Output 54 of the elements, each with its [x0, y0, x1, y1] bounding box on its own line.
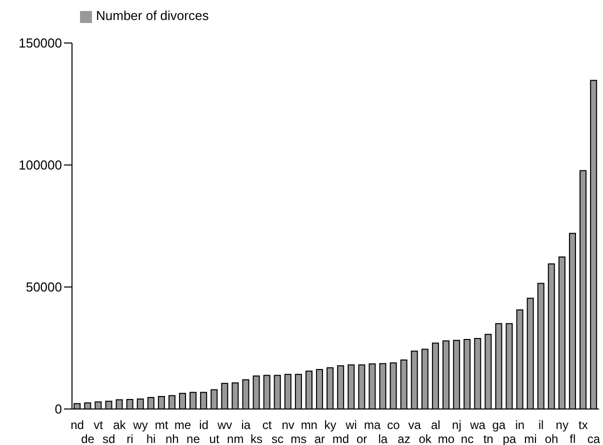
x-tick-label: ny: [556, 418, 568, 432]
x-tick-label: tn: [483, 432, 494, 445]
x-tick-label: wv: [216, 418, 232, 432]
x-tick-label: mi: [524, 432, 537, 445]
x-tick-label: ga: [492, 418, 506, 432]
x-tick-label: in: [515, 418, 525, 432]
x-tick-label: co: [387, 418, 400, 432]
x-tick-label: nm: [227, 432, 244, 445]
x-tick-label: id: [199, 418, 208, 432]
x-tick-label: wi: [344, 418, 357, 432]
x-tick-label: ma: [364, 418, 382, 432]
x-tick-label: ky: [324, 418, 336, 432]
x-tick-label: ak: [113, 418, 127, 432]
x-tick-label: vt: [94, 418, 104, 432]
y-tick-label: 150000: [18, 36, 62, 51]
x-tick-label: ne: [186, 432, 200, 445]
x-tick-label: nj: [452, 418, 462, 432]
x-tick-label: ks: [250, 432, 262, 445]
x-tick-label: oh: [544, 432, 558, 445]
x-tick-label: wa: [469, 418, 486, 432]
x-tick-label: az: [398, 432, 410, 445]
y-tick-label: 100000: [18, 158, 62, 173]
x-tick-label: mo: [438, 432, 455, 445]
x-tick-label: nh: [165, 432, 179, 445]
x-tick-label: ut: [209, 432, 220, 445]
x-tick-label: ok: [418, 432, 432, 445]
x-tick-label: va: [408, 418, 422, 432]
x-tick-label: md: [332, 432, 350, 445]
x-tick-label: nd: [70, 418, 84, 432]
x-tick-label: ia: [241, 418, 251, 432]
x-tick-label: mt: [154, 418, 169, 432]
x-tick-label: al: [430, 418, 440, 432]
x-tick-label: la: [378, 432, 388, 445]
x-tick-label: tx: [578, 418, 588, 432]
x-tick-label: wy: [132, 418, 148, 432]
x-tick-label: nv: [282, 418, 294, 432]
x-tick-label: sd: [102, 432, 116, 445]
x-tick-label: hi: [146, 432, 156, 445]
x-tick-label: ri: [126, 432, 134, 445]
x-tick-label: ct: [262, 418, 272, 432]
y-tick-label: 0: [54, 402, 62, 417]
x-tick-label: fl: [570, 432, 576, 445]
x-tick-label: sc: [272, 432, 284, 445]
x-tick-label: ms: [290, 432, 307, 445]
x-tick-label: de: [81, 432, 95, 445]
legend-label: Number of divorces: [96, 8, 209, 23]
x-tick-label: or: [356, 432, 368, 445]
x-tick-label: nc: [460, 432, 474, 445]
x-tick-label: ar: [314, 432, 326, 445]
x-tick-label: ca: [587, 432, 600, 445]
x-tick-label: il: [538, 418, 544, 432]
x-tick-label: me: [174, 418, 192, 432]
y-tick-label: 50000: [26, 280, 62, 295]
x-tick-label: mn: [300, 418, 318, 432]
